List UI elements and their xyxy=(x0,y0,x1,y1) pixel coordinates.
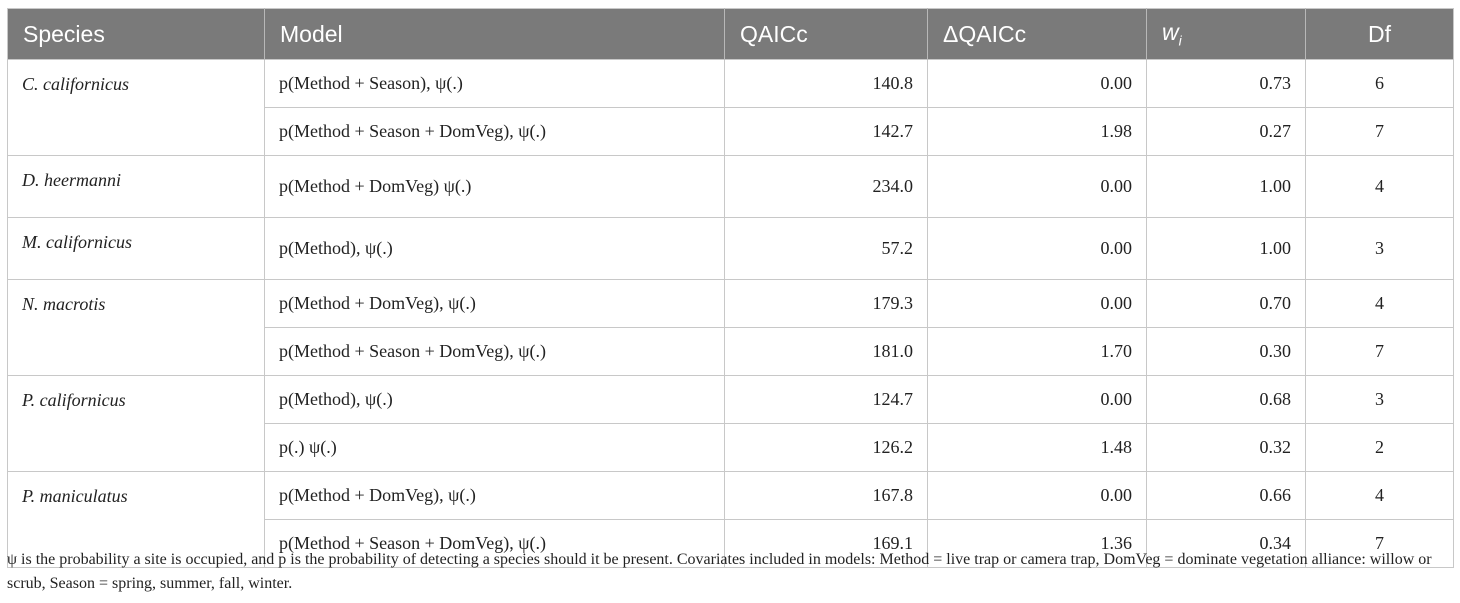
qaicc-cell: 140.8 xyxy=(724,59,928,108)
model-selection-table: Species Model QAICc ΔQAICc wi Df C. cali… xyxy=(7,8,1454,568)
weight-cell: 0.66 xyxy=(1146,471,1306,520)
qaicc-cell: 169.1 xyxy=(724,519,928,568)
weight-cell: 0.70 xyxy=(1146,279,1306,328)
table-row: P. californicus p(Method), ψ(.) 124.7 0.00 0… xyxy=(7,375,1454,472)
header-row: Species Model QAICc ΔQAICc wi Df xyxy=(7,8,1454,60)
model-cell: p(Method + DomVeg) ψ(.) xyxy=(264,155,725,218)
table-row: p(.) ψ(.) 126.2 1.48 0.32 2 xyxy=(8,423,1454,472)
model-cell: p(Method + Season), ψ(.) xyxy=(264,59,725,108)
table-row: C. californicus p(Method + Season), ψ(.) 1… xyxy=(7,59,1454,156)
weight-cell: 0.68 xyxy=(1146,375,1306,424)
delta-qaicc-cell: 0.00 xyxy=(927,375,1147,424)
model-cell: p(Method + DomVeg), ψ(.) xyxy=(264,279,725,328)
species-cell: P. californicus xyxy=(7,375,265,472)
delta-qaicc-cell: 1.48 xyxy=(927,423,1147,472)
weight-cell: 0.73 xyxy=(1146,59,1306,108)
qaicc-cell: 167.8 xyxy=(724,471,928,520)
qaicc-cell: 124.7 xyxy=(724,375,928,424)
qaicc-cell: 126.2 xyxy=(724,423,928,472)
weight-cell: 0.34 xyxy=(1146,519,1306,568)
df-cell: 7 xyxy=(1305,519,1454,568)
delta-qaicc-cell: 1.70 xyxy=(927,327,1147,376)
model-cell: p(Method + DomVeg), ψ(.) xyxy=(264,471,725,520)
table-body: C. californicus p(Method + Season), ψ(.) 1… xyxy=(7,59,1454,568)
species-cell: M. californicus xyxy=(7,217,265,280)
df-cell: 4 xyxy=(1305,471,1454,520)
delta-qaicc-cell: 1.98 xyxy=(927,107,1147,156)
df-cell: 2 xyxy=(1305,423,1454,472)
table-row: p(Method + Season + DomVeg), ψ(.) 142.7 1.… xyxy=(8,107,1454,156)
model-cell: p(Method), ψ(.) xyxy=(264,217,725,280)
species-cell: P. maniculatus xyxy=(7,471,265,568)
qaicc-cell: 179.3 xyxy=(724,279,928,328)
header-delta-qaicc: ΔQAICc xyxy=(927,8,1147,60)
model-cell: p(Method + Season + DomVeg), ψ(.) xyxy=(264,327,725,376)
delta-qaicc-cell: 0.00 xyxy=(927,59,1147,108)
header-weight: wi xyxy=(1146,8,1306,60)
df-cell: 3 xyxy=(1305,217,1454,280)
model-cell: p(.) ψ(.) xyxy=(264,423,725,472)
table-footnote: ψ is the probability a site is occupied,… xyxy=(7,551,1432,592)
delta-qaicc-cell: 0.00 xyxy=(927,279,1147,328)
weight-cell: 0.32 xyxy=(1146,423,1306,472)
delta-qaicc-cell: 0.00 xyxy=(927,217,1147,280)
species-cell: N. macrotis xyxy=(7,279,265,376)
delta-qaicc-cell: 1.36 xyxy=(927,519,1147,568)
df-cell: 3 xyxy=(1305,375,1454,424)
qaicc-cell: 234.0 xyxy=(724,155,928,218)
weight-cell: 1.00 xyxy=(1146,155,1306,218)
header-model: Model xyxy=(264,8,725,60)
qaicc-cell: 181.0 xyxy=(724,327,928,376)
weight-cell: 1.00 xyxy=(1146,217,1306,280)
delta-qaicc-cell: 0.00 xyxy=(927,155,1147,218)
header-qaicc: QAICc xyxy=(724,8,928,60)
df-cell: 4 xyxy=(1305,155,1454,218)
model-cell: p(Method + Season + DomVeg), ψ(.) xyxy=(264,519,725,568)
table-row: p(Method + Season + DomVeg), ψ(.) 169.1 1.… xyxy=(8,519,1454,568)
table-row: M. californicus p(Method), ψ(.) 57.2 0.00 1.… xyxy=(7,217,1454,280)
table-row: N. macrotis p(Method + DomVeg), ψ(.) 179.3… xyxy=(7,279,1454,376)
weight-cell: 0.27 xyxy=(1146,107,1306,156)
df-cell: 6 xyxy=(1305,59,1454,108)
header-species: Species xyxy=(7,8,265,60)
df-cell: 7 xyxy=(1305,327,1454,376)
model-selection-table-container: Species Model QAICc ΔQAICc wi Df C. cali… xyxy=(7,8,1454,568)
weight-cell: 0.30 xyxy=(1146,327,1306,376)
table-row: p(Method + Season + DomVeg), ψ(.) 181.0 1.… xyxy=(8,327,1454,376)
table-row: P. maniculatus p(Method + DomVeg), ψ(.) 16… xyxy=(7,471,1454,568)
model-cell: p(Method), ψ(.) xyxy=(264,375,725,424)
species-cell: C. californicus xyxy=(7,59,265,156)
species-cell: D. heermanni xyxy=(7,155,265,218)
df-cell: 4 xyxy=(1305,279,1454,328)
df-cell: 7 xyxy=(1305,107,1454,156)
qaicc-cell: 57.2 xyxy=(724,217,928,280)
table-row: D. heermanni p(Method + DomVeg) ψ(.) 234.0… xyxy=(7,155,1454,218)
delta-qaicc-cell: 0.00 xyxy=(927,471,1147,520)
weight-symbol: wi xyxy=(1162,19,1182,49)
model-cell: p(Method + Season + DomVeg), ψ(.) xyxy=(264,107,725,156)
qaicc-cell: 142.7 xyxy=(724,107,928,156)
header-df: Df xyxy=(1305,8,1454,60)
